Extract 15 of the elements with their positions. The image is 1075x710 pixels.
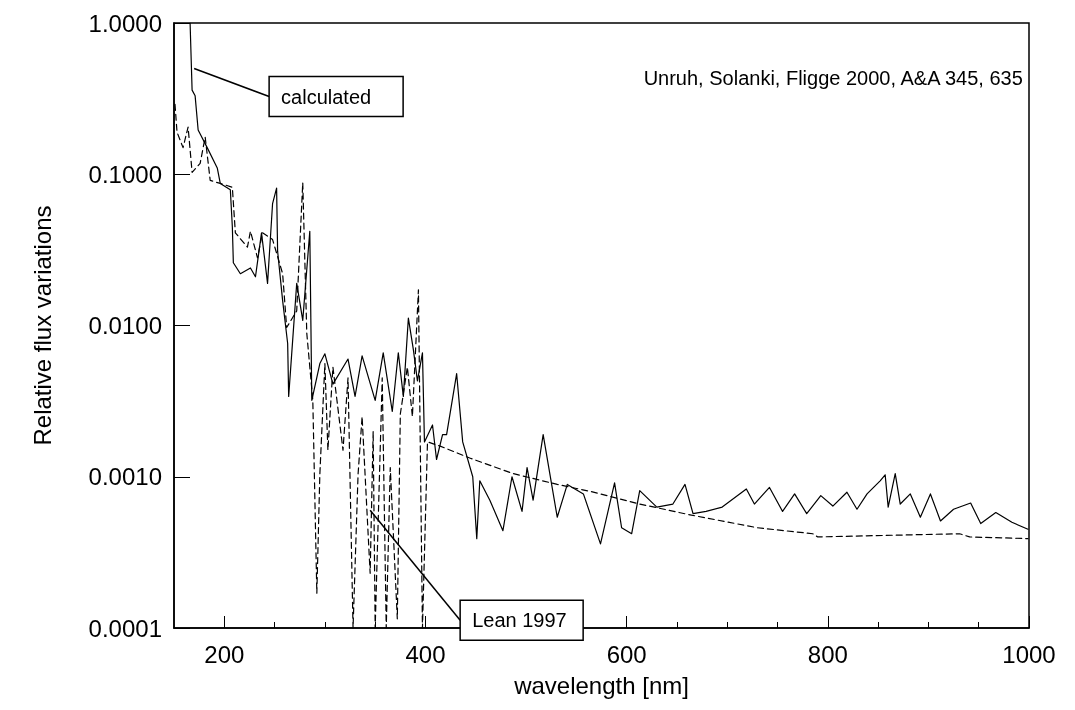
x-tick-label: 600 bbox=[606, 640, 647, 668]
x-tick-label: 1000 bbox=[1002, 640, 1056, 668]
y-axis-title: Relative flux variations bbox=[28, 205, 56, 446]
annotation: Unruh, Solanki, Fligge 2000, A&A 345, 635 bbox=[643, 67, 1023, 89]
x-axis-title: wavelength [nm] bbox=[513, 671, 689, 699]
annotation: Lean 1997 bbox=[472, 609, 567, 632]
y-tick-label: 0.0010 bbox=[88, 463, 162, 491]
y-tick-label: 0.0100 bbox=[88, 312, 162, 339]
annotation: calculated bbox=[281, 85, 372, 108]
y-tick-label: 0.1000 bbox=[88, 160, 162, 188]
y-tick-label: 0.0001 bbox=[88, 614, 162, 642]
y-tick-label: 1.0000 bbox=[88, 9, 162, 37]
x-tick-label: 800 bbox=[807, 640, 848, 668]
x-tick-label: 400 bbox=[405, 640, 446, 668]
x-tick-label: 200 bbox=[204, 640, 245, 668]
